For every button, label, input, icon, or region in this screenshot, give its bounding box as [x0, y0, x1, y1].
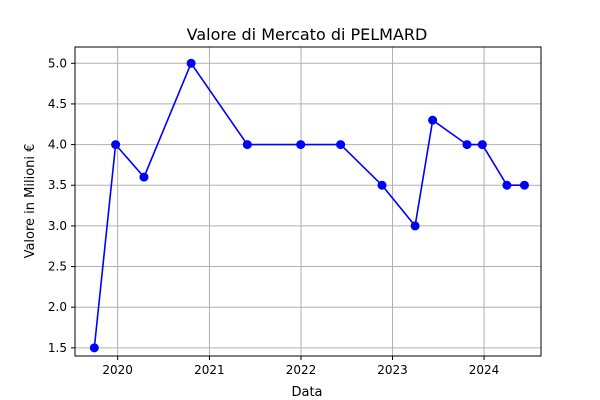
y-tick-label: 4.5 — [48, 97, 67, 111]
data-point — [111, 140, 121, 150]
y-tick-label: 4.0 — [48, 138, 67, 152]
y-axis-label: Valore in Milioni € — [23, 144, 38, 259]
y-tick-label: 2.0 — [48, 300, 67, 314]
data-point — [296, 140, 306, 150]
data-point — [242, 140, 252, 150]
x-tick-label: 2022 — [286, 363, 317, 377]
data-point — [336, 140, 346, 150]
y-tick-label: 1.5 — [48, 341, 67, 355]
data-point — [377, 180, 387, 190]
x-tick-label: 2021 — [194, 363, 225, 377]
data-point — [502, 180, 512, 190]
plot-area-frame — [74, 46, 542, 357]
y-tick-label: 3.5 — [48, 178, 67, 192]
data-point — [139, 172, 149, 182]
y-tick-label: 3.0 — [48, 219, 67, 233]
y-axis: 1.5 2.0 2.5 3.0 3.5 4.0 4.5 5.0 — [48, 56, 75, 355]
grid-lines — [75, 47, 541, 356]
x-tick-label: 2020 — [102, 363, 133, 377]
data-point — [477, 140, 487, 150]
data-point — [462, 140, 472, 150]
data-point — [519, 180, 529, 190]
series-layer — [89, 58, 529, 353]
x-tick-label: 2023 — [377, 363, 408, 377]
x-axis-label: Data — [291, 385, 322, 400]
data-point — [89, 343, 99, 353]
chart-title: Valore di Mercato di PELMARD — [187, 25, 428, 44]
x-tick-label: 2024 — [469, 363, 500, 377]
y-tick-label: 2.5 — [48, 260, 67, 274]
data-point — [428, 115, 438, 125]
y-tick-label: 5.0 — [48, 56, 67, 70]
data-point — [410, 221, 420, 231]
x-axis: 2020 2021 2022 2023 2024 — [102, 356, 499, 377]
data-point — [186, 58, 196, 68]
